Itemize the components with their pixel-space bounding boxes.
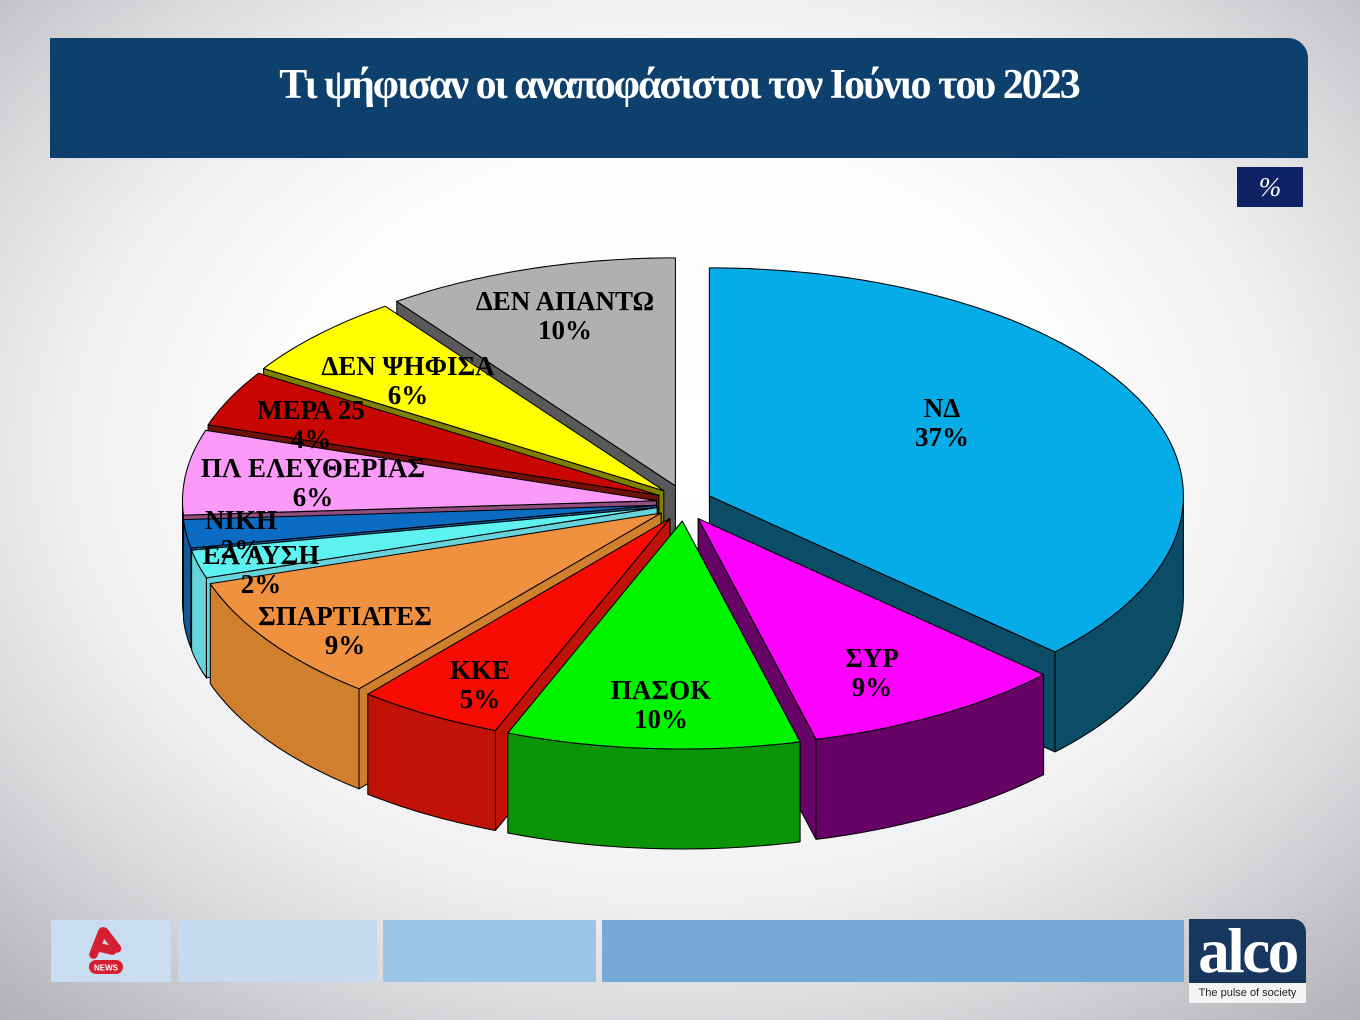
svg-text:4%: 4% <box>291 424 332 454</box>
svg-text:2%: 2% <box>241 569 282 599</box>
svg-text:ΣΠΑΡΤΙΑΤΕΣ: ΣΠΑΡΤΙΑΤΕΣ <box>258 601 432 631</box>
svg-text:ΕΛ ΛΥΣΗ: ΕΛ ΛΥΣΗ <box>203 540 320 570</box>
svg-text:NEWS: NEWS <box>94 964 119 973</box>
svg-text:ΚΚΕ: ΚΚΕ <box>450 655 510 685</box>
svg-text:ΠΛ ΕΛΕΥΘΕΡΙΑΣ: ΠΛ ΕΛΕΥΘΕΡΙΑΣ <box>201 453 425 483</box>
svg-text:ΔΕΝ ΑΠΑΝΤΩ: ΔΕΝ ΑΠΑΝΤΩ <box>476 286 654 316</box>
svg-text:10%: 10% <box>634 704 688 734</box>
svg-text:ΠΑΣΟΚ: ΠΑΣΟΚ <box>611 675 711 705</box>
svg-text:6%: 6% <box>293 482 334 512</box>
svg-text:2%: 2% <box>221 534 262 564</box>
svg-text:9%: 9% <box>852 672 893 702</box>
svg-text:6%: 6% <box>388 380 429 410</box>
svg-text:ΝΙΚΗ: ΝΙΚΗ <box>205 505 277 535</box>
svg-text:5%: 5% <box>460 684 501 714</box>
svg-text:10%: 10% <box>538 315 592 345</box>
svg-text:37%: 37% <box>915 422 969 452</box>
svg-text:9%: 9% <box>325 630 366 660</box>
svg-text:ΜΕΡΑ 25: ΜΕΡΑ 25 <box>257 395 365 425</box>
svg-text:ΔΕΝ ΨΗΦΙΣΑ: ΔΕΝ ΨΗΦΙΣΑ <box>321 351 495 381</box>
svg-text:ΝΔ: ΝΔ <box>924 393 960 423</box>
svg-text:ΣΥΡ: ΣΥΡ <box>845 643 899 673</box>
